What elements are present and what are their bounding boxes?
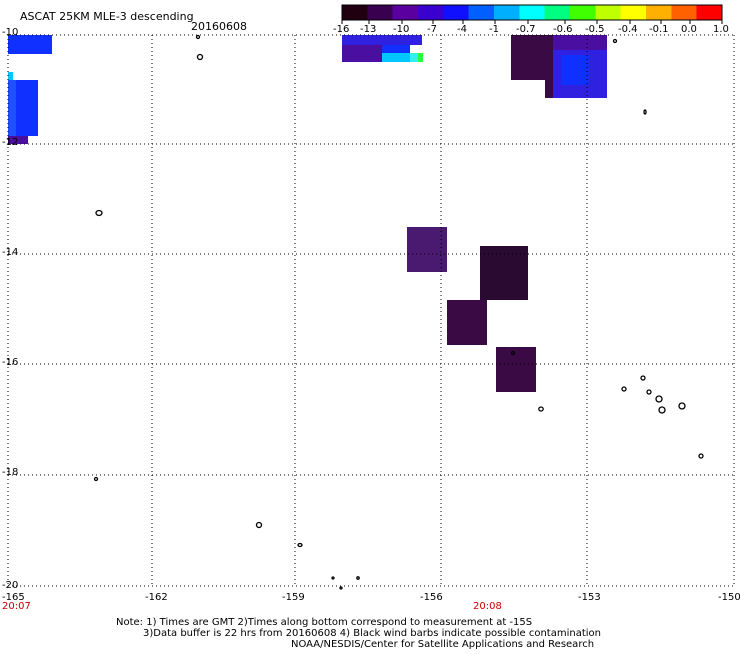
wind-cell bbox=[8, 136, 28, 144]
colorbar-segment bbox=[468, 5, 495, 20]
time-label: 20:08 bbox=[473, 601, 502, 612]
island-outline bbox=[640, 375, 646, 381]
colorbar-tick-label: -7 bbox=[427, 24, 437, 35]
island-outline bbox=[612, 38, 618, 44]
wind-cell bbox=[342, 35, 422, 45]
island-outline bbox=[95, 209, 103, 217]
wind-cell bbox=[8, 72, 13, 80]
colorbar-segment bbox=[595, 5, 622, 20]
island-outline bbox=[621, 386, 627, 392]
colorbar-tick-label: -16 bbox=[333, 24, 350, 35]
y-tick-label: -18 bbox=[2, 467, 19, 478]
island-outline bbox=[93, 476, 99, 482]
y-tick-label: -14 bbox=[2, 247, 19, 258]
colorbar-segment bbox=[671, 5, 698, 20]
colorbar-segment bbox=[544, 5, 571, 20]
colorbar-tick-label: -0.6 bbox=[553, 24, 573, 35]
colorbar-tick-label: -0.5 bbox=[585, 24, 605, 35]
figure-title: ASCAT 25KM MLE-3 descending bbox=[20, 10, 194, 23]
x-tick-label: -159 bbox=[282, 592, 305, 603]
x-tick-label: -162 bbox=[145, 592, 168, 603]
colorbar-tick-label: 0.0 bbox=[681, 24, 697, 35]
colorbar-segment bbox=[418, 5, 444, 20]
wind-cell bbox=[545, 80, 553, 98]
wind-cell bbox=[561, 55, 589, 85]
island-outline bbox=[538, 406, 544, 412]
island-outline bbox=[195, 34, 201, 40]
island-outline bbox=[255, 521, 263, 529]
colorbar-tick-label: -13 bbox=[360, 24, 377, 35]
island-outline bbox=[196, 53, 204, 61]
wind-cell bbox=[447, 300, 487, 345]
x-tick-label: -156 bbox=[420, 592, 443, 603]
island-outline bbox=[678, 402, 686, 410]
colorbar-frame bbox=[341, 4, 723, 21]
wind-cell bbox=[407, 227, 447, 272]
wind-cell bbox=[382, 53, 418, 62]
colorbar-segment bbox=[443, 5, 470, 20]
wind-cell bbox=[496, 347, 536, 392]
y-tick-label: -12 bbox=[2, 137, 19, 148]
colorbar-segment bbox=[392, 5, 419, 20]
x-tick-label: -153 bbox=[578, 592, 601, 603]
colorbar-tick-label: -0.4 bbox=[618, 24, 638, 35]
y-tick-label: -16 bbox=[2, 357, 19, 368]
wind-cell bbox=[410, 53, 418, 62]
wind-cell bbox=[553, 35, 607, 50]
colorbar-tick-label: -1 bbox=[489, 24, 499, 35]
note-line-1: Note: 1) Times are GMT 2)Times along bot… bbox=[116, 617, 533, 628]
island-outline bbox=[658, 406, 666, 414]
colorbar-segment bbox=[570, 5, 596, 20]
island-outline bbox=[698, 453, 704, 459]
note-line-3: NOAA/NESDIS/Center for Satellite Applica… bbox=[291, 639, 595, 650]
wind-cell bbox=[8, 80, 16, 136]
island-outline bbox=[646, 389, 652, 395]
wind-cell bbox=[511, 35, 553, 80]
island-outline bbox=[331, 576, 335, 580]
x-tick-label: -165 bbox=[2, 592, 25, 603]
colorbar-segment bbox=[519, 5, 546, 20]
island-outline bbox=[643, 109, 647, 115]
x-tick-label: -150 bbox=[718, 592, 740, 603]
wind-cell bbox=[8, 35, 52, 54]
colorbar-segment bbox=[342, 5, 368, 20]
figure-date: 20160608 bbox=[191, 20, 247, 33]
island-outline bbox=[339, 586, 343, 590]
note-line-2: 3)Data buffer is 22 hrs from 20160608 4)… bbox=[143, 628, 601, 639]
colorbar-segment bbox=[494, 5, 520, 20]
colorbar-segment bbox=[646, 5, 672, 20]
island-outline bbox=[655, 395, 663, 403]
colorbar-segment bbox=[620, 5, 647, 20]
colorbar-tick-label: -10 bbox=[393, 24, 410, 35]
colorbar-tick-label: 1.0 bbox=[713, 24, 729, 35]
island-outline bbox=[510, 350, 516, 356]
wind-cell bbox=[418, 53, 423, 62]
time-label: 20:07 bbox=[2, 601, 31, 612]
colorbar-segment bbox=[367, 5, 394, 20]
island-outline bbox=[356, 576, 360, 580]
y-tick-label: -20 bbox=[2, 580, 19, 591]
y-tick-label: -10 bbox=[2, 27, 19, 38]
colorbar-tick-label: -0.1 bbox=[649, 24, 669, 35]
wind-cell bbox=[342, 45, 382, 62]
island-outline bbox=[297, 542, 303, 548]
colorbar-tick-label: -0.7 bbox=[516, 24, 536, 35]
colorbar-tick-label: -4 bbox=[457, 24, 467, 35]
wind-cell bbox=[480, 246, 528, 300]
colorbar-segment bbox=[696, 5, 723, 20]
